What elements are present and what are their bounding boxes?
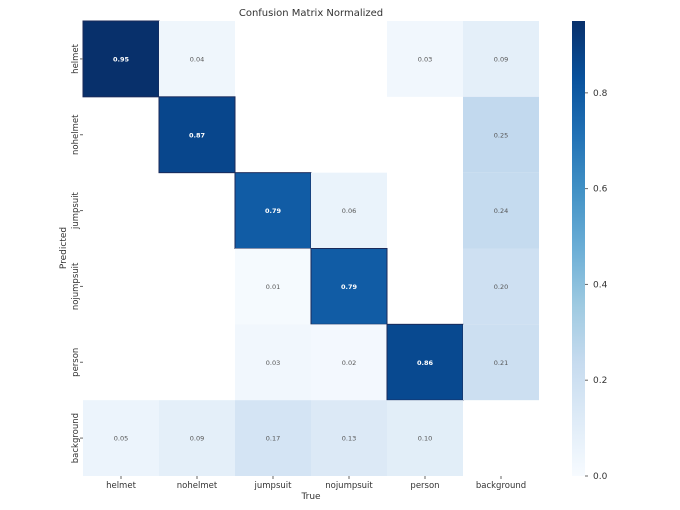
- chart-title: Confusion Matrix Normalized: [239, 8, 383, 19]
- cell-rect: [235, 248, 311, 325]
- cell-value-label: 0.10: [418, 435, 432, 443]
- cell-value-label: 0.87: [189, 131, 205, 139]
- cell-value-label: 0.06: [342, 207, 356, 215]
- cell-value-label: 0.25: [494, 131, 508, 139]
- heatmap-cell: 0.17: [235, 400, 311, 476]
- heatmap-cell: 0.09: [463, 21, 539, 97]
- cell-rect: [234, 172, 312, 250]
- heatmap-cell: 0.25: [463, 96, 539, 173]
- heatmap-cell: 0.95: [82, 20, 160, 98]
- cell-rect: [235, 324, 311, 401]
- heatmap-cell: 0.03: [387, 21, 463, 97]
- heatmap-cell: 0.06: [311, 172, 387, 249]
- heatmap-cell: 0.87: [158, 96, 236, 174]
- cell-rect: [463, 324, 539, 401]
- cell-value-label: 0.20: [494, 283, 508, 291]
- cell-value-label: 0.03: [266, 359, 280, 367]
- heatmap-cell: 0.03: [235, 324, 311, 401]
- cell-rect: [159, 21, 235, 97]
- heatmap-cell: 0.10: [387, 400, 463, 476]
- colorbar: [572, 21, 585, 476]
- cell-rect: [386, 323, 464, 401]
- x-tick-label: nohelmet: [177, 481, 218, 491]
- cell-value-label: 0.79: [265, 207, 282, 215]
- heatmap-cell: 0.13: [311, 400, 387, 476]
- cell-value-label: 0.86: [417, 359, 434, 367]
- y-tick-label: person: [71, 348, 81, 377]
- cell-rect: [310, 248, 388, 325]
- cell-rect: [235, 400, 311, 476]
- colorbar-tick-label: 0.2: [593, 376, 607, 386]
- heatmap-cell: 0.20: [463, 248, 539, 325]
- cell-value-label: 0.02: [342, 359, 356, 367]
- y-tick-label: nojumpsuit: [71, 262, 81, 310]
- y-axis-label: Predicted: [59, 227, 69, 269]
- cell-rect: [463, 21, 539, 97]
- cell-rect: [82, 20, 160, 98]
- heatmap-cell: 0.01: [235, 248, 311, 325]
- heatmap-cell: 0.09: [159, 400, 235, 476]
- cell-rect: [311, 172, 387, 249]
- cell-value-label: 0.01: [266, 283, 280, 291]
- cell-value-label: 0.24: [494, 207, 508, 215]
- cell-value-label: 0.03: [418, 55, 432, 63]
- cell-value-label: 0.95: [113, 55, 130, 63]
- colorbar-tick-label: 0.4: [593, 280, 608, 290]
- cell-value-label: 0.09: [190, 435, 204, 443]
- y-tick-label: nohelmet: [71, 114, 81, 155]
- cell-value-label: 0.17: [266, 435, 280, 443]
- heatmap-cell: 0.86: [386, 323, 464, 401]
- cell-value-label: 0.05: [114, 435, 128, 443]
- heatmap-cell: 0.24: [463, 172, 539, 249]
- cell-rect: [387, 21, 463, 97]
- x-tick-label: jumpsuit: [254, 481, 293, 491]
- colorbar-tick-label: 0.8: [593, 89, 608, 99]
- heatmap-cell: 0.79: [234, 172, 312, 250]
- heatmap-cell: 0.05: [83, 400, 159, 476]
- cell-rect: [463, 172, 539, 249]
- colorbar-tick-label: 0.6: [593, 185, 608, 195]
- x-tick-label: nojumpsuit: [325, 481, 373, 491]
- x-tick-label: helmet: [106, 481, 136, 491]
- y-tick-label: helmet: [71, 43, 81, 73]
- cell-rect: [83, 400, 159, 476]
- cell-rect: [311, 400, 387, 476]
- cell-rect: [387, 400, 463, 476]
- heatmap-cell: 0.79: [310, 248, 388, 325]
- cell-value-label: 0.21: [494, 359, 508, 367]
- cell-rect: [463, 248, 539, 325]
- cell-rect: [158, 96, 236, 174]
- cell-rect: [463, 96, 539, 173]
- cell-value-label: 0.04: [190, 55, 204, 63]
- y-tick-label: jumpsuit: [71, 191, 81, 230]
- x-tick-label: background: [476, 481, 526, 491]
- cell-value-label: 0.09: [494, 55, 508, 63]
- cell-rect: [159, 400, 235, 476]
- cell-rect: [311, 324, 387, 401]
- heatmap-cell: 0.02: [311, 324, 387, 401]
- cell-value-label: 0.13: [342, 435, 356, 443]
- colorbar-tick-label: 0.0: [593, 472, 608, 482]
- heatmap-cell: 0.04: [159, 21, 235, 97]
- x-axis-label: True: [300, 492, 321, 502]
- heatmap-cell: 0.21: [463, 324, 539, 401]
- cell-value-label: 0.79: [341, 283, 358, 291]
- x-tick-label: person: [410, 481, 439, 491]
- y-tick-label: background: [71, 413, 81, 463]
